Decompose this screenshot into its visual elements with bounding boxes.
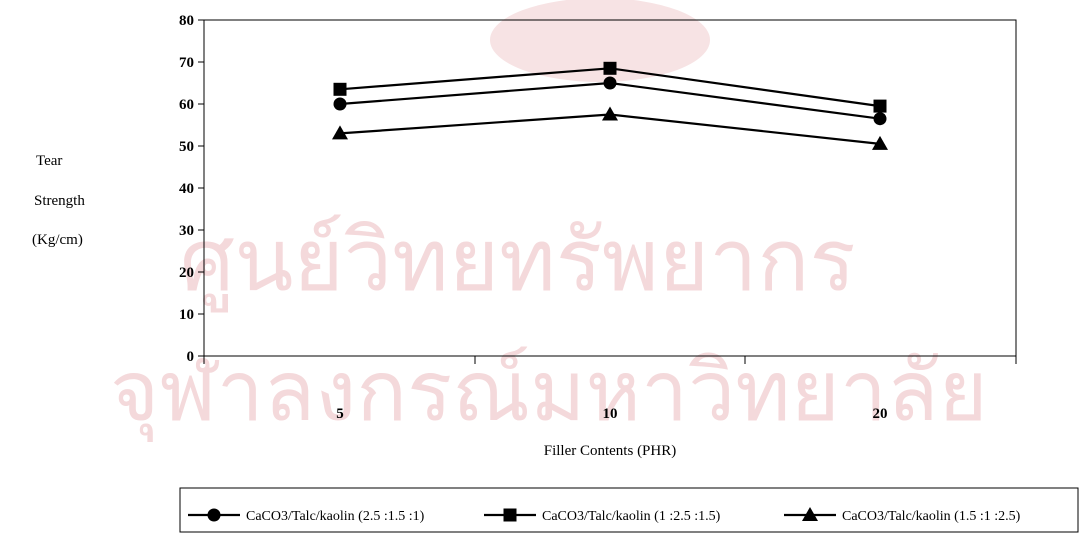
data-point <box>603 76 617 90</box>
legend-marker <box>802 507 818 521</box>
y-tick-label: 0 <box>187 349 195 365</box>
y-tick-label: 20 <box>179 265 194 281</box>
y-axis: 0 10 20 30 40 50 60 70 80 <box>179 13 204 365</box>
legend-label: CaCO3/Talc/kaolin (1.5 :1 :2.5) <box>842 509 1021 524</box>
x-tick-label: 20 <box>873 406 888 422</box>
data-point <box>333 97 347 111</box>
y-tick-label: 50 <box>179 139 194 155</box>
data-point <box>873 112 887 126</box>
series-layer <box>332 61 888 150</box>
legend-marker <box>207 508 221 522</box>
legend-marker <box>503 508 517 522</box>
y-axis-label-line1: Tear <box>36 153 62 169</box>
data-point <box>872 135 888 150</box>
watermark-line2: จุฬาลงกรณ์มหาวิทยาลัย <box>110 342 988 443</box>
series-square <box>333 61 887 113</box>
y-tick-label: 70 <box>179 55 194 71</box>
legend-item: CaCO3/Talc/kaolin (1.5 :1 :2.5) <box>784 507 1021 524</box>
data-point <box>602 106 618 121</box>
x-tick-label: 10 <box>603 406 618 422</box>
legend-label: CaCO3/Talc/kaolin (2.5 :1.5 :1) <box>246 509 425 524</box>
series-circle <box>333 76 887 126</box>
legend: CaCO3/Talc/kaolin (2.5 :1.5 :1) CaCO3/Tal… <box>179 487 1079 533</box>
y-tick-label: 30 <box>179 223 194 239</box>
x-axis-label: Filler Contents (PHR) <box>544 443 677 459</box>
x-axis: 5 10 20 <box>203 356 1017 422</box>
legend-item: CaCO3/Talc/kaolin (2.5 :1.5 :1) <box>188 508 425 524</box>
y-tick-label: 80 <box>179 13 194 29</box>
data-point <box>873 99 887 113</box>
data-point <box>603 61 617 75</box>
y-tick-label: 40 <box>179 181 194 197</box>
x-tick-label: 5 <box>336 406 344 422</box>
data-point <box>333 82 347 96</box>
watermark: ศูนย์วิทยทรัพยากร จุฬาลงกรณ์มหาวิทยาลัย <box>110 0 988 443</box>
y-axis-label-line3: (Kg/cm) <box>32 232 83 248</box>
legend-item: CaCO3/Talc/kaolin (1 :2.5 :1.5) <box>484 508 721 524</box>
legend-label: CaCO3/Talc/kaolin (1 :2.5 :1.5) <box>542 509 721 524</box>
watermark-line1: ศูนย์วิทยทรัพยากร <box>180 211 856 313</box>
data-point <box>332 125 348 140</box>
y-tick-label: 60 <box>179 97 194 113</box>
legend-box <box>179 487 1079 533</box>
y-tick-label: 10 <box>179 307 194 323</box>
series-triangle <box>332 106 888 150</box>
y-axis-label-line2: Strength <box>34 193 85 209</box>
